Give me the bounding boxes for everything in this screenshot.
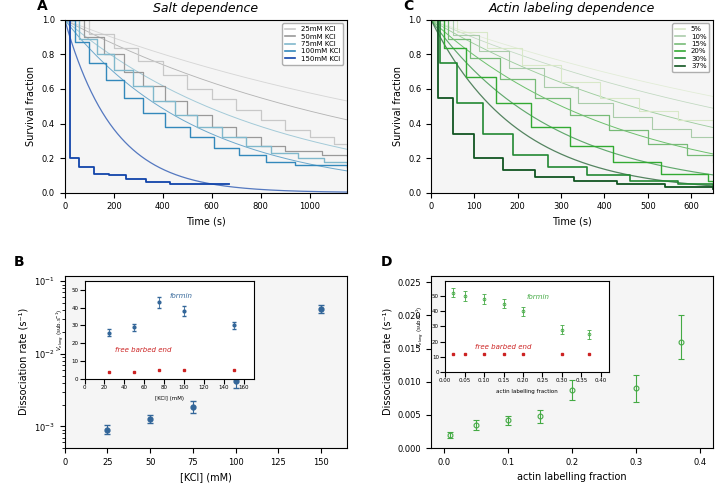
Legend: 5%, 10%, 15%, 20%, 30%, 37%: 5%, 10%, 15%, 20%, 30%, 37%: [672, 23, 709, 72]
Y-axis label: Dissociation rate (s⁻¹): Dissociation rate (s⁻¹): [382, 308, 392, 415]
Text: A: A: [37, 0, 48, 13]
Y-axis label: Dissociation rate (s⁻¹): Dissociation rate (s⁻¹): [19, 308, 29, 415]
Text: C: C: [403, 0, 413, 13]
Y-axis label: Survival fraction: Survival fraction: [26, 66, 36, 146]
X-axis label: Time (s): Time (s): [186, 217, 225, 227]
X-axis label: [KCl] (mM): [KCl] (mM): [180, 473, 232, 483]
Y-axis label: Survival fraction: Survival fraction: [392, 66, 402, 146]
Text: D: D: [380, 254, 392, 268]
Text: B: B: [14, 254, 24, 268]
Title: Salt dependence: Salt dependence: [153, 1, 258, 14]
X-axis label: Time (s): Time (s): [552, 217, 592, 227]
X-axis label: actin labelling fraction: actin labelling fraction: [517, 473, 626, 483]
Legend: 25mM KCl, 50mM KCl, 75mM KCl, 100mM KCl, 150mM KCl: 25mM KCl, 50mM KCl, 75mM KCl, 100mM KCl,…: [282, 23, 343, 65]
Title: Actin labeling dependence: Actin labeling dependence: [489, 1, 655, 14]
